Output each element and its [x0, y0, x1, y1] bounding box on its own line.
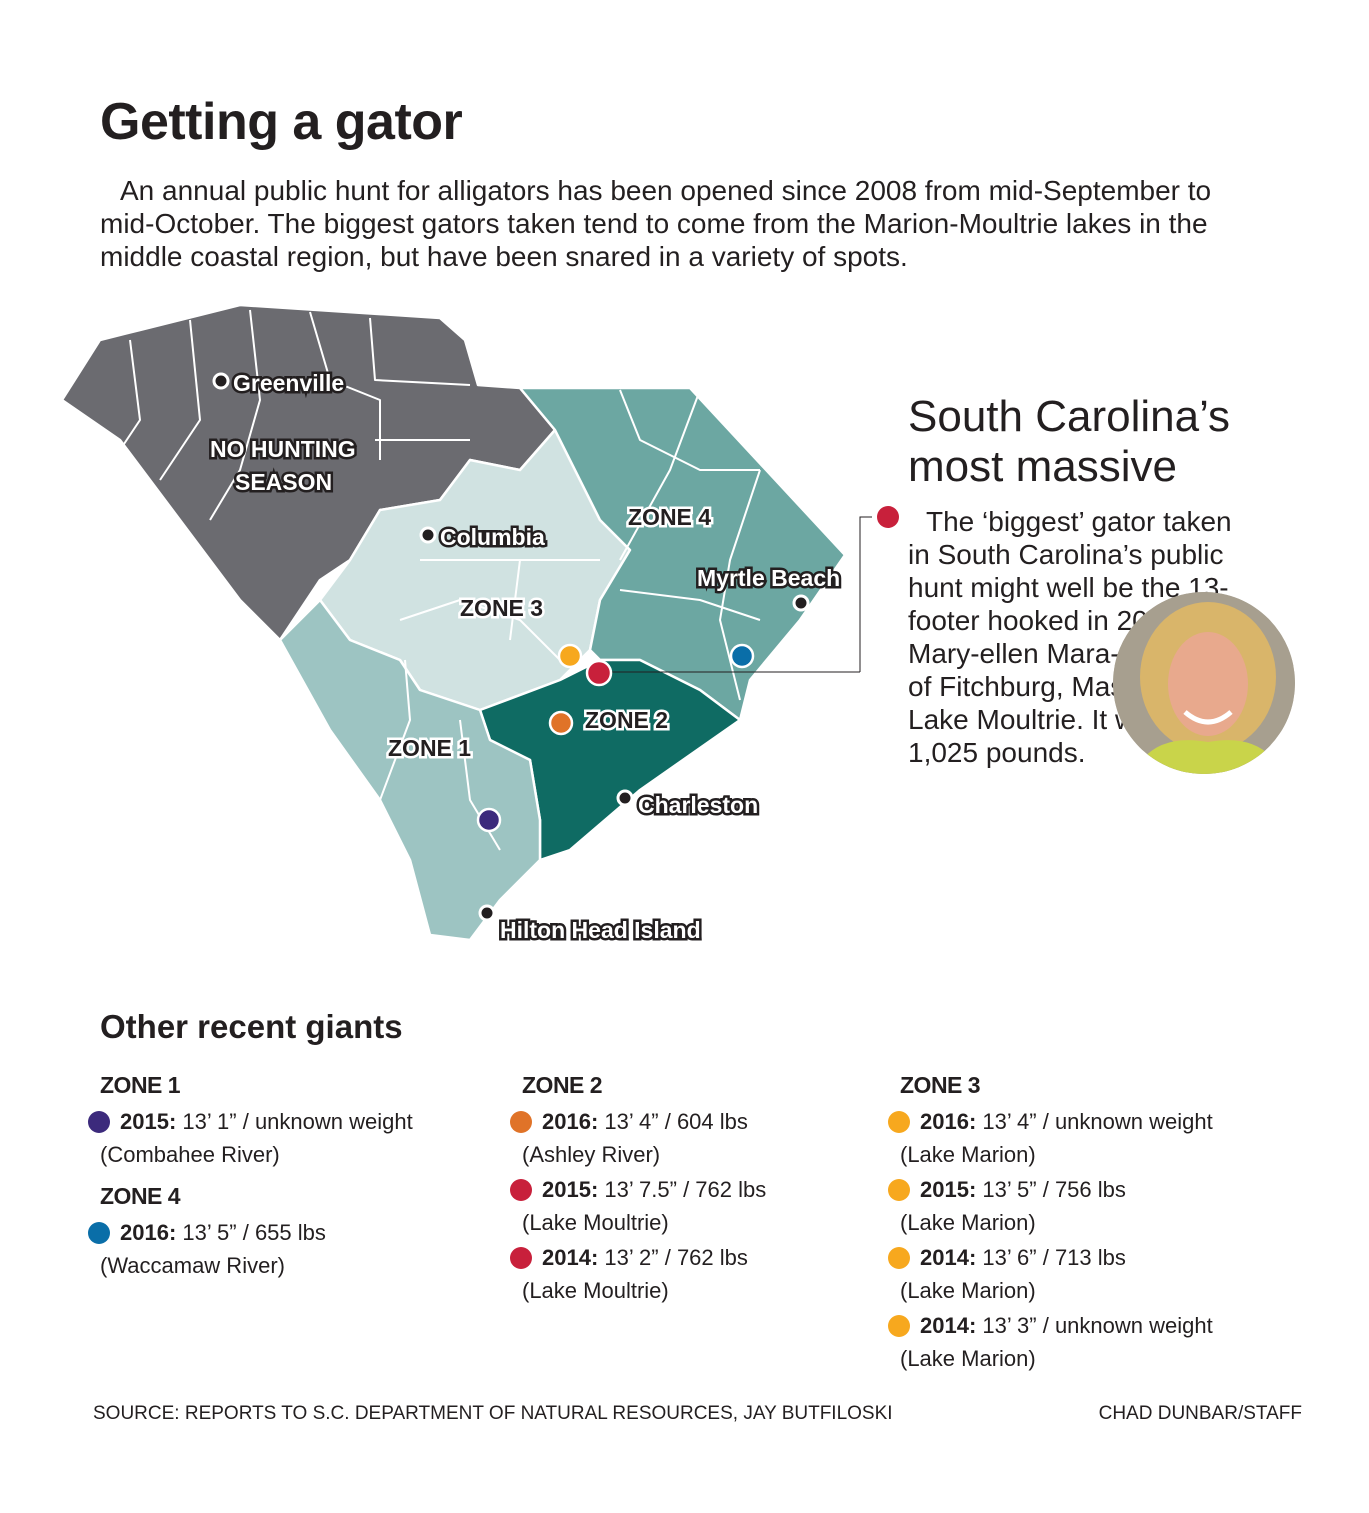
list-item: 2015: 13’ 5” / 756 lbs (Lake Marion) — [888, 1173, 1280, 1239]
orange-dot-icon — [510, 1111, 532, 1133]
entry-location: (Lake Marion) — [900, 1142, 1036, 1167]
charleston-marker-icon — [616, 789, 634, 807]
entry-location: (Lake Marion) — [900, 1210, 1036, 1235]
zone-heading: ZONE 2 — [522, 1072, 603, 1098]
entry-year: 2014: — [920, 1245, 977, 1270]
zone-heading: ZONE 3 — [900, 1072, 981, 1098]
city-markers — [212, 372, 810, 922]
entry-location: (Lake Marion) — [900, 1346, 1036, 1371]
city-label-columbia: Columbia — [440, 524, 545, 550]
gator-marker-purple-icon — [476, 807, 502, 833]
blue-dot-icon — [88, 1222, 110, 1244]
purple-dot-icon — [88, 1111, 110, 1133]
city-label-myrtle-beach: Myrtle Beach — [697, 565, 840, 591]
entry-detail: 13’ 4” / 604 lbs — [598, 1109, 748, 1134]
list-item: 2016: 13’ 5” / 655 lbs (Waccamaw River) — [88, 1216, 480, 1282]
south-carolina-map: Greenville Columbia Myrtle Beach Charles… — [60, 303, 899, 946]
greenville-marker-icon — [212, 372, 230, 390]
entry-year: 2014: — [920, 1313, 977, 1338]
source-note: SOURCE: REPORTS TO S.C. DEPARTMENT OF NA… — [93, 1403, 893, 1424]
page-title: Getting a gator — [100, 93, 463, 151]
sidebar-title: South Carolina’s most massive — [908, 392, 1308, 492]
sidebar-title-line: most massive — [908, 442, 1177, 491]
zone-heading: ZONE 4 — [100, 1183, 181, 1209]
entry-year: 2014: — [542, 1245, 599, 1270]
entry-detail: 13’ 1” / unknown weight — [176, 1109, 413, 1134]
list-item: 2016: 13’ 4” / 604 lbs (Ashley River) — [510, 1105, 882, 1171]
yellow-dot-icon — [888, 1111, 910, 1133]
zone-heading: ZONE 1 — [100, 1072, 181, 1098]
columbia-marker-icon — [419, 526, 437, 544]
list-item: 2015: 13’ 1” / unknown weight (Combahee … — [88, 1105, 480, 1171]
entry-detail: 13’ 6” / 713 lbs — [976, 1245, 1126, 1270]
city-label-hilton-head: Hilton Head Island — [500, 917, 701, 943]
list-item: 2014: 13’ 6” / 713 lbs (Lake Marion) — [888, 1241, 1280, 1307]
entry-detail: 13’ 4” / unknown weight — [976, 1109, 1213, 1134]
entry-detail: 13’ 3” / unknown weight — [976, 1313, 1213, 1338]
entry-location: (Waccamaw River) — [100, 1253, 285, 1278]
entry-location: (Ashley River) — [522, 1142, 661, 1167]
entry-detail: 13’ 7.5” / 762 lbs — [598, 1177, 767, 1202]
giants-title: Other recent giants — [100, 1008, 403, 1045]
credit-note: CHAD DUNBAR/STAFF — [1098, 1403, 1302, 1424]
intro-paragraph: An annual public hunt for alligators has… — [100, 175, 1212, 272]
hunter-photo — [1113, 592, 1295, 774]
list-item: 2014: 13’ 2” / 762 lbs (Lake Moultrie) — [510, 1241, 882, 1307]
list-item: 2016: 13’ 4” / unknown weight (Lake Mari… — [888, 1105, 1280, 1171]
no-hunting-label: SEASON — [235, 469, 332, 495]
zone-3-column: ZONE 3 2016: 13’ 4” / unknown weight (La… — [888, 1068, 1280, 1377]
sidebar-title-line: South Carolina’s — [908, 392, 1231, 441]
yellow-dot-icon — [888, 1179, 910, 1201]
entry-year: 2016: — [542, 1109, 599, 1134]
gator-marker-blue-icon — [729, 643, 755, 669]
gator-marker-orange-icon — [548, 710, 574, 736]
no-hunting-label: NO HUNTING — [210, 436, 356, 462]
entry-year: 2015: — [542, 1177, 599, 1202]
entry-location: (Lake Marion) — [900, 1278, 1036, 1303]
red-dot-icon — [510, 1179, 532, 1201]
myrtle-beach-marker-icon — [792, 594, 810, 612]
entry-location: (Lake Moultrie) — [522, 1278, 669, 1303]
list-item: 2015: 13’ 7.5” / 762 lbs (Lake Moultrie) — [510, 1173, 882, 1239]
leader-line — [859, 516, 872, 672]
zone-1-region — [278, 598, 542, 942]
gator-marker-red-icon — [585, 659, 613, 687]
entry-location: (Lake Moultrie) — [522, 1210, 669, 1235]
zone-3-label: ZONE 3 — [460, 595, 543, 621]
entry-detail: 13’ 2” / 762 lbs — [598, 1245, 748, 1270]
hilton-head-marker-icon — [478, 904, 496, 922]
yellow-dot-icon — [888, 1247, 910, 1269]
yellow-dot-icon — [888, 1315, 910, 1337]
city-label-charleston: Charleston — [638, 792, 758, 818]
zone-2-column: ZONE 2 2016: 13’ 4” / 604 lbs (Ashley Ri… — [510, 1068, 882, 1309]
zone-1-column: ZONE 1 2015: 13’ 1” / unknown weight (Co… — [88, 1068, 480, 1284]
entry-detail: 13’ 5” / 655 lbs — [176, 1220, 326, 1245]
city-label-greenville: Greenville — [233, 370, 344, 396]
zone-4-label: ZONE 4 — [628, 504, 711, 530]
zone-1-label: ZONE 1 — [388, 735, 471, 761]
entry-location: (Combahee River) — [100, 1142, 280, 1167]
gator-marker-yellow-icon — [557, 643, 583, 669]
record-marker-red-icon — [877, 506, 899, 528]
entry-detail: 13’ 5” / 756 lbs — [976, 1177, 1126, 1202]
red-dot-icon — [510, 1247, 532, 1269]
zone-2-label: ZONE 2 — [585, 707, 668, 733]
entry-year: 2015: — [120, 1109, 177, 1134]
entry-year: 2016: — [120, 1220, 177, 1245]
list-item: 2014: 13’ 3” / unknown weight (Lake Mari… — [888, 1309, 1280, 1375]
entry-year: 2015: — [920, 1177, 977, 1202]
entry-year: 2016: — [920, 1109, 977, 1134]
